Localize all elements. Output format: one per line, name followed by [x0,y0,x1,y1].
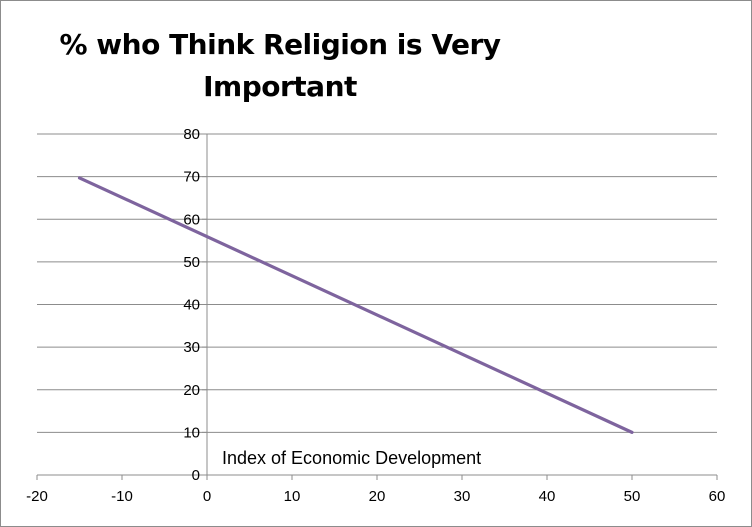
x-tick-label-50: 50 [624,488,641,505]
y-tick-label-50: 50 [183,254,200,271]
x-tick-label-30: 30 [454,488,471,505]
y-tick-label-10: 10 [183,424,200,441]
x-tick-label--10: -10 [111,488,133,505]
tick-labels: 0 10 20 30 40 50 60 70 80 -20 -10 0 10 20 30 40 50 60 [26,126,725,505]
y-tick-label-70: 70 [183,169,200,186]
chart-title: % who Think Religion is Very Important [30,24,530,108]
x-tick-label-20: 20 [369,488,386,505]
y-tick-label-40: 40 [183,297,200,314]
y-tick-label-20: 20 [183,382,200,399]
x-tick-label-10: 10 [284,488,301,505]
x-axis-title: Index of Economic Development [222,448,481,468]
data-series [77,176,634,434]
y-tick-label-0: 0 [192,467,200,484]
x-tick-label-60: 60 [709,488,726,505]
chart-title-line-2: Important [203,70,357,103]
gridlines [37,133,717,433]
x-tick-label--20: -20 [26,488,48,505]
y-tick-label-80: 80 [183,126,200,143]
axes [36,133,718,480]
series-line-0 [77,176,634,434]
chart-title-line-1: % who Think Religion is Very [59,28,501,61]
x-tick-label-0: 0 [203,488,211,505]
y-tick-label-60: 60 [183,211,200,228]
y-tick-label-30: 30 [183,339,200,356]
x-tick-label-40: 40 [539,488,556,505]
